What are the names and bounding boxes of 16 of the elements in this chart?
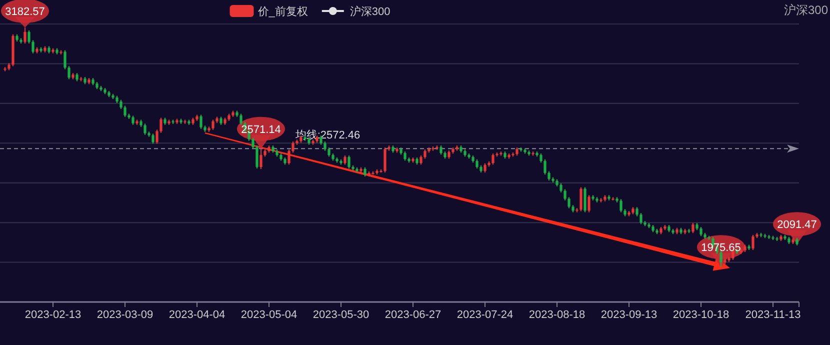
x-tick-label: 2023-09-13	[600, 309, 658, 321]
annotation: 3182.57	[5, 6, 45, 18]
x-tick-label: 2023-03-09	[96, 309, 154, 321]
x-tick-label: 2023-11-13	[745, 309, 801, 321]
x-tick-label: 2023-06-27	[384, 309, 442, 321]
legend-label: 沪深300	[350, 5, 390, 18]
x-tick-label: 2023-04-04	[168, 309, 226, 321]
x-tick-label: 2023-10-18	[672, 309, 730, 321]
x-tick-label: 2023-08-18	[528, 309, 586, 321]
x-tick-label: 2023-07-24	[456, 309, 514, 321]
legend-label: 价_前复权	[256, 6, 308, 18]
x-tick-label: 2023-02-13	[24, 309, 82, 321]
x-tick-label: 2023-05-30	[312, 309, 370, 321]
x-tick-label: 2023-05-04	[240, 309, 298, 321]
annotation: 2091.47	[777, 219, 817, 232]
chart-title: 沪深300	[784, 3, 828, 17]
